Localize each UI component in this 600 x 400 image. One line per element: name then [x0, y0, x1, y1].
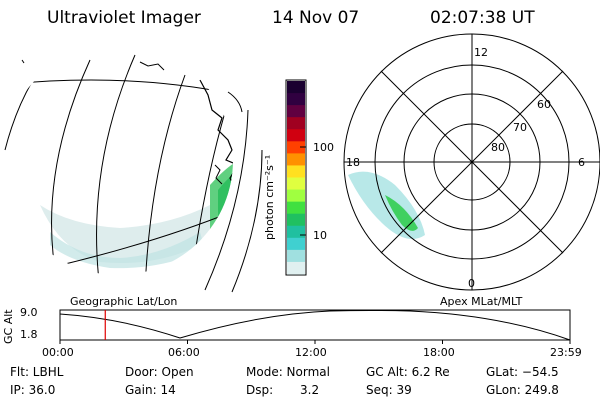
info-dsp-value: 3.2: [300, 383, 320, 397]
xtick-4: 23:59: [550, 346, 582, 359]
color-bar-segment: [287, 189, 305, 203]
color-bar-segment: [287, 201, 305, 215]
colorbar-tick-100: 100: [313, 141, 334, 154]
mlt-label-12: 12: [474, 46, 488, 59]
info-dsp-label: Dsp:: [246, 383, 274, 397]
info-glat: GLat: −54.5: [486, 365, 559, 379]
color-bar-segment: [287, 141, 305, 154]
altitude-xticks: [59, 340, 571, 344]
color-bar-segment: [287, 249, 305, 263]
xtick-0: 00:00: [42, 346, 74, 359]
color-bar-segment: [287, 177, 305, 191]
polar-plot: [343, 33, 600, 291]
color-bar-segment: [287, 153, 305, 167]
xtick-3: 18:00: [423, 346, 455, 359]
lat-label-70: 70: [513, 121, 527, 134]
mlt-label-0: 0: [468, 277, 475, 290]
info-seq: Seq: 39: [366, 383, 412, 397]
color-bar-segment: [287, 165, 305, 179]
mlt-label-6: 6: [578, 156, 585, 169]
color-bar-segment: [287, 213, 305, 227]
color-bar-segment: [287, 225, 305, 239]
time-label: 02:07:38 UT: [430, 8, 535, 28]
color-bar-segment: [287, 261, 305, 275]
altitude-ytick-1.8: 1.8: [20, 328, 38, 341]
color-bar-segment: [287, 129, 305, 142]
info-gc-alt: GC Alt: 6.2 Re: [366, 365, 450, 379]
color-bar-segment: [287, 93, 305, 106]
color-bar-segment: [287, 117, 305, 130]
geographic-map: [3, 45, 263, 293]
colorbar-label: photon cm⁻²s⁻¹: [263, 154, 276, 240]
colorbar-tick-10: 10: [313, 229, 327, 242]
xtick-1: 06:00: [168, 346, 200, 359]
color-bar-segment: [287, 237, 305, 251]
info-glon: GLon: 249.8: [486, 383, 559, 397]
info-door: Door: Open: [125, 365, 194, 379]
info-mode: Mode: Normal: [246, 365, 330, 379]
altitude-ylabel: GC Alt: [2, 309, 15, 344]
date-label: 14 Nov 07: [272, 8, 360, 28]
polar-caption: Apex MLat/MLT: [440, 295, 523, 308]
xtick-2: 12:00: [295, 346, 327, 359]
color-bar-segment: [287, 81, 305, 94]
instrument-title: Ultraviolet Imager: [47, 8, 201, 28]
altitude-ytick-9: 9.0: [20, 306, 38, 319]
info-ip: IP: 36.0: [10, 383, 56, 397]
color-bar: [285, 79, 307, 276]
color-bar-fill: [287, 81, 305, 275]
info-flt: Flt: LBHL: [10, 365, 64, 379]
lat-label-60: 60: [537, 98, 551, 111]
mlt-label-18: 18: [346, 156, 360, 169]
info-gain: Gain: 14: [125, 383, 176, 397]
geo-caption: Geographic Lat/Lon: [70, 295, 178, 308]
color-bar-segment: [287, 105, 305, 118]
lat-label-80: 80: [491, 141, 505, 154]
altitude-plot: [59, 309, 571, 344]
